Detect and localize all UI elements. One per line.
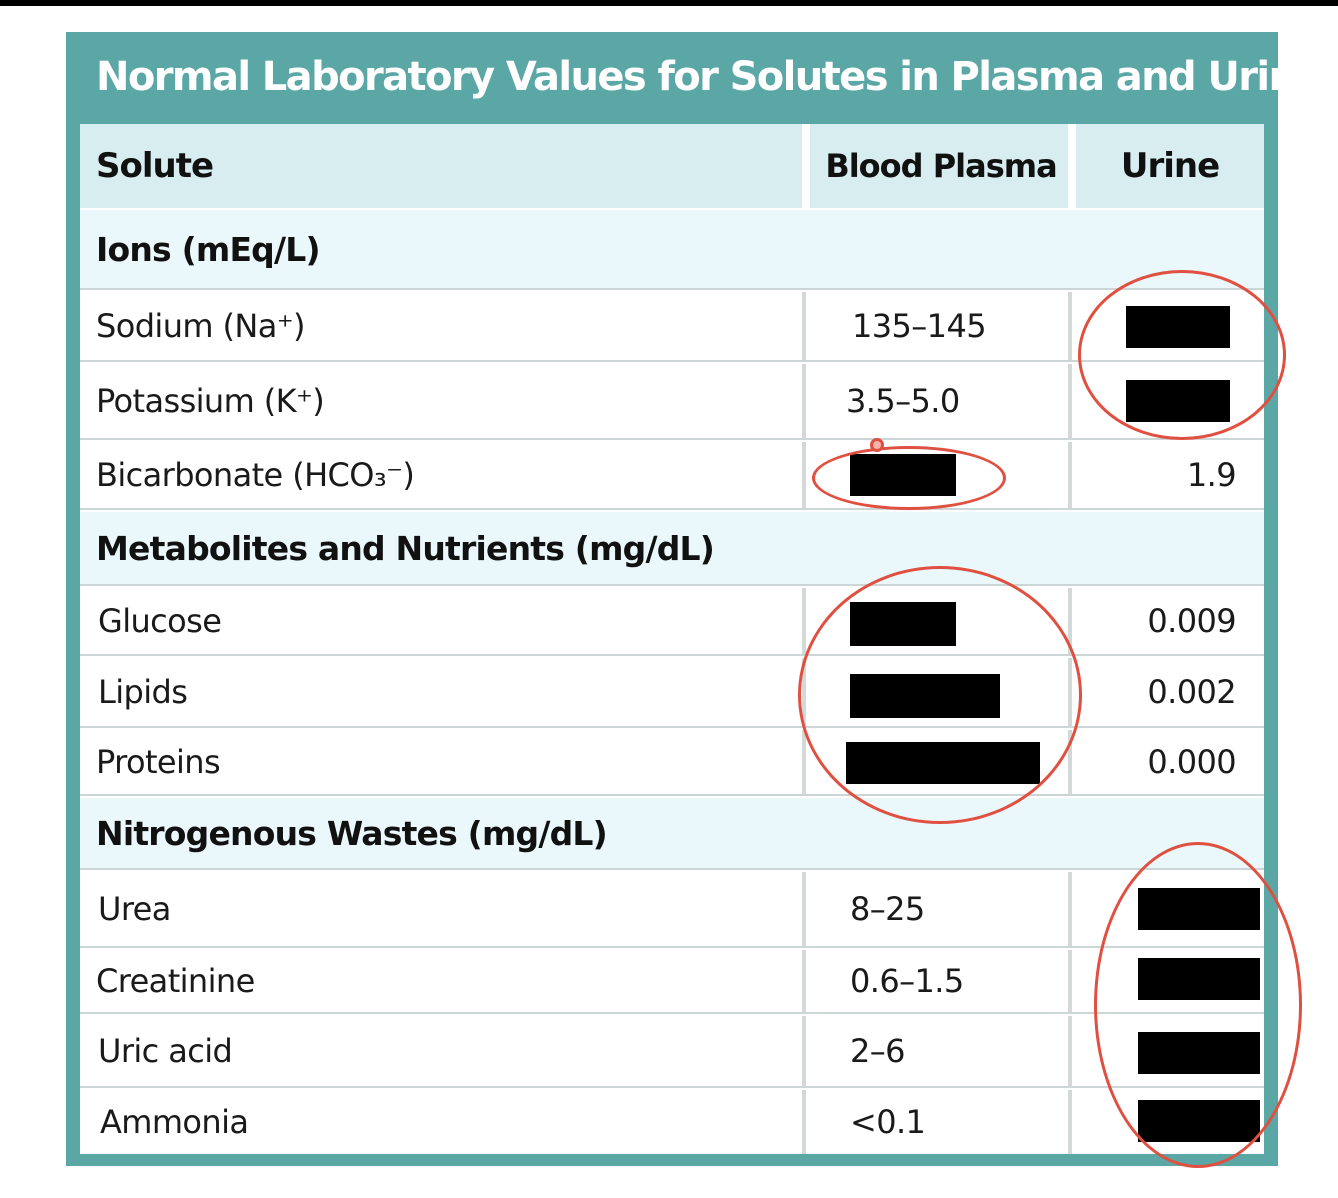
solute-name: Urea xyxy=(98,890,171,928)
table-row-bicarbonate: Bicarbonate (HCO₃⁻) 1.9 xyxy=(80,442,1264,510)
urine-value: 0.002 xyxy=(1147,673,1236,711)
plasma-value: 8–25 xyxy=(850,890,925,928)
solute-name: Bicarbonate (HCO₃⁻) xyxy=(96,456,415,494)
section-label: Nitrogenous Wastes (mg/dL) xyxy=(96,813,608,853)
section-row-ions: Ions (mEq/L) xyxy=(80,210,1264,290)
solute-name: Ammonia xyxy=(100,1103,249,1141)
table-row-glucose: Glucose 0.009 xyxy=(80,588,1264,656)
solute-name: Proteins xyxy=(96,743,221,781)
header-solute: Solute xyxy=(96,146,214,186)
table-row-sodium: Sodium (Na⁺) 135–145 xyxy=(80,292,1264,362)
lab-values-table: Solute Blood Plasma Urine Ions (mEq/L) S… xyxy=(80,124,1264,1154)
plasma-value: <0.1 xyxy=(850,1103,926,1141)
table-frame: Normal Laboratory Values for Solutes in … xyxy=(66,32,1323,1166)
section-label: Ions (mEq/L) xyxy=(96,229,321,269)
section-label: Metabolites and Nutrients (mg/dL) xyxy=(96,528,715,568)
plasma-value: 3.5–5.0 xyxy=(846,382,960,420)
header-row: Solute Blood Plasma Urine xyxy=(80,124,1264,208)
section-row-metabolites: Metabolites and Nutrients (mg/dL) xyxy=(80,512,1264,586)
urine-value: 1.9 xyxy=(1186,456,1237,494)
table-row-uric-acid: Uric acid 2–6 xyxy=(80,1016,1264,1088)
plasma-value: 2–6 xyxy=(850,1032,906,1070)
annotation-ellipse xyxy=(1094,842,1302,1168)
annotation-dot xyxy=(870,438,884,452)
solute-name: Sodium (Na⁺) xyxy=(96,307,306,345)
top-border-line xyxy=(0,0,1338,6)
annotation-ellipse xyxy=(812,446,1006,510)
header-blood-plasma: Blood Plasma xyxy=(825,147,1057,185)
plasma-value: 135–145 xyxy=(852,307,987,345)
table-row-urea: Urea 8–25 xyxy=(80,872,1264,948)
header-urine: Urine xyxy=(1120,146,1220,186)
urine-value: 0.000 xyxy=(1147,743,1236,781)
solute-name: Potassium (K⁺) xyxy=(96,382,325,420)
plasma-value: 0.6–1.5 xyxy=(850,962,964,1000)
urine-value: 0.009 xyxy=(1147,602,1236,640)
table-row-potassium: Potassium (K⁺) 3.5–5.0 xyxy=(80,364,1264,440)
solute-name: Lipids xyxy=(98,673,188,711)
table-title: Normal Laboratory Values for Solutes in … xyxy=(96,54,1323,100)
annotation-ellipse xyxy=(1078,270,1286,440)
table-row-proteins: Proteins 0.000 xyxy=(80,730,1264,796)
solute-name: Uric acid xyxy=(98,1032,233,1070)
section-row-nitrogenous: Nitrogenous Wastes (mg/dL) xyxy=(80,798,1264,870)
annotation-ellipse xyxy=(798,566,1082,824)
table-row-ammonia: Ammonia <0.1 xyxy=(80,1090,1264,1154)
table-row-lipids: Lipids 0.002 xyxy=(80,658,1264,728)
table-row-creatinine: Creatinine 0.6–1.5 xyxy=(80,950,1264,1014)
solute-name: Creatinine xyxy=(96,962,255,1000)
solute-name: Glucose xyxy=(98,602,222,640)
